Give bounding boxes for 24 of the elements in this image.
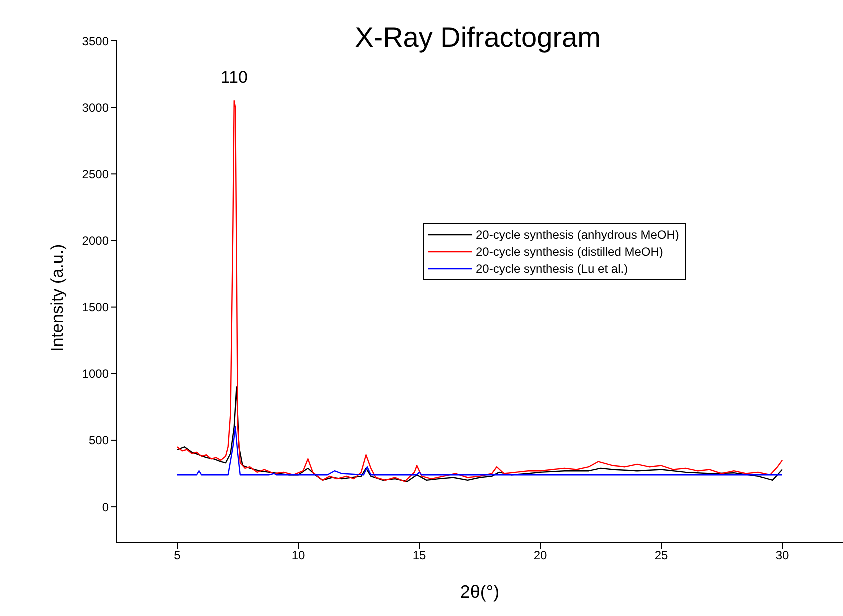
y-tick-label: 3000 <box>82 100 110 115</box>
y-tick-label: 1000 <box>82 367 110 382</box>
y-tick-label: 0 <box>102 500 110 514</box>
x-tick-label: 5 <box>174 548 182 563</box>
legend-label: 20-cycle synthesis (Lu et al.) <box>476 262 628 276</box>
line-series <box>176 426 784 476</box>
y-tick-label: 500 <box>88 434 110 448</box>
y-axis-title: Intensity (a.u.) <box>48 244 68 352</box>
x-tick-label: 15 <box>412 548 426 563</box>
chart-title: X-Ray Difractogram <box>354 22 602 54</box>
x-tick-label: 30 <box>776 548 790 563</box>
x-tick-label: 25 <box>654 548 668 563</box>
y-tick-label: 3500 <box>82 34 110 48</box>
x-axis-title: 2θ(°) <box>460 582 500 602</box>
line-series <box>176 386 784 482</box>
x-tick-label: 10 <box>292 548 306 563</box>
legend-label: 20-cycle synthesis (anhydrous MeOH) <box>476 228 680 242</box>
annotation: 110 <box>220 68 248 87</box>
y-tick-label: 2500 <box>82 167 110 182</box>
x-tick-label: 20 <box>534 548 548 563</box>
line-series <box>176 100 784 482</box>
legend-label: 20-cycle synthesis (distilled MeOH) <box>476 244 664 258</box>
y-tick-label: 1500 <box>82 300 110 315</box>
y-tick-label: 2000 <box>82 234 110 248</box>
